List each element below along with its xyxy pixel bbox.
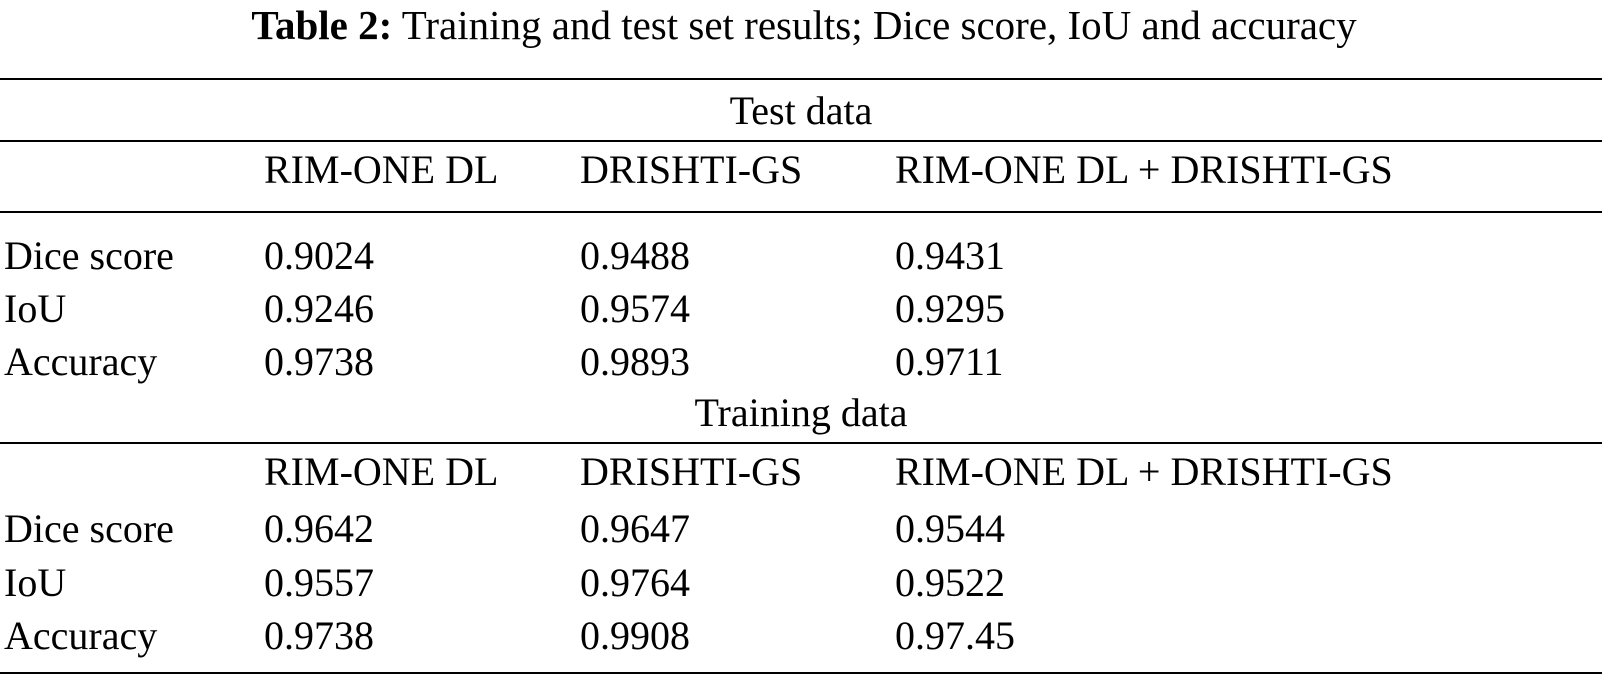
table-cell: 0.97.45 xyxy=(895,613,1015,658)
table-cell: 0.9893 xyxy=(580,339,690,384)
table-cell: 0.9642 xyxy=(264,506,374,551)
table-cell: 0.9647 xyxy=(580,506,690,551)
row-label: Accuracy xyxy=(4,339,158,384)
section-rule-test xyxy=(0,140,1602,142)
table-cell: 0.9738 xyxy=(264,613,374,658)
table-cell: 0.9246 xyxy=(264,286,374,331)
section-rule-training xyxy=(0,442,1602,444)
table-cell: 0.9295 xyxy=(895,286,1005,331)
table-cell: 0.9557 xyxy=(264,560,374,605)
table-cell: 0.9544 xyxy=(895,506,1005,551)
row-label: Dice score xyxy=(4,506,174,551)
table-bottom-rule xyxy=(0,672,1602,674)
table-cell: 0.9711 xyxy=(895,339,1004,384)
row-label: IoU xyxy=(4,286,67,331)
section-title-test: Test data xyxy=(729,88,873,133)
table-cell: 0.9738 xyxy=(264,339,374,384)
column-header: RIM-ONE DL + DRISHTI-GS xyxy=(895,147,1393,192)
table-cell: 0.9431 xyxy=(895,233,1005,278)
column-header: DRISHTI-GS xyxy=(580,147,803,192)
table-caption: Table 2: Training and test set results; … xyxy=(0,0,1608,50)
column-header: RIM-ONE DL xyxy=(264,147,499,192)
table-top-rule xyxy=(0,78,1602,80)
table-cell: 0.9574 xyxy=(580,286,690,331)
header-rule-test xyxy=(0,211,1602,213)
table-caption-label: Table 2: xyxy=(251,2,393,48)
column-header: DRISHTI-GS xyxy=(580,449,803,494)
column-header: RIM-ONE DL xyxy=(264,449,499,494)
table-cell: 0.9764 xyxy=(580,560,690,605)
row-label: Dice score xyxy=(4,233,174,278)
column-header: RIM-ONE DL + DRISHTI-GS xyxy=(895,449,1393,494)
row-label: IoU xyxy=(4,560,67,605)
table-cell: 0.9488 xyxy=(580,233,690,278)
row-label: Accuracy xyxy=(4,613,158,658)
table-caption-text: Training and test set results; Dice scor… xyxy=(401,2,1357,48)
section-title-training: Training data xyxy=(694,390,908,435)
table-cell: 0.9522 xyxy=(895,560,1005,605)
table-cell: 0.9908 xyxy=(580,613,690,658)
table-cell: 0.9024 xyxy=(264,233,374,278)
